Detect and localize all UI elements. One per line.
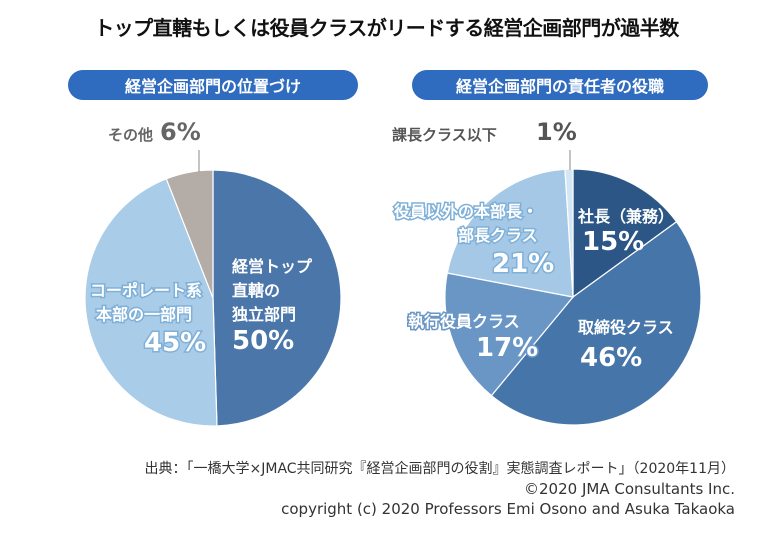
- slice-value: 1%: [536, 118, 577, 146]
- pie-slice: [446, 168, 574, 298]
- slice-value: 21%: [492, 249, 554, 279]
- slice-label: 社長（兼務）: [577, 207, 674, 226]
- slice-label: 役員以外の本部長・: [394, 202, 538, 221]
- pie-slice: [84, 178, 218, 427]
- pie-slice: [212, 169, 342, 427]
- slice-label: その他: [108, 126, 153, 144]
- slice-label: 直轄の: [232, 281, 280, 300]
- slice-label: 取締役クラス: [578, 318, 674, 337]
- copyright-professors: copyright (c) 2020 Professors Emi Osono …: [281, 500, 735, 518]
- pie-slice: [444, 272, 575, 397]
- pie-slice: [572, 168, 678, 299]
- pie-slice: [165, 169, 214, 299]
- copyright-jmac: ©2020 JMA Consultants Inc.: [524, 480, 735, 498]
- slice-value: 50%: [232, 326, 294, 356]
- slice-label: 独立部門: [232, 305, 296, 324]
- right-chart-title: 経営企画部門の責任者の役職: [412, 70, 708, 100]
- slice-value: 17%: [476, 333, 538, 363]
- slice-label: コーポレート系: [90, 281, 202, 300]
- pie-slice: [490, 220, 702, 426]
- slice-value: 6%: [160, 118, 201, 146]
- slice-label: 執行役員クラス: [408, 312, 520, 331]
- slice-label: 本部の一部門: [96, 305, 192, 324]
- left-chart-title: 経営企画部門の位置づけ: [68, 70, 358, 100]
- pie-slice: [564, 168, 574, 298]
- slice-value: 45%: [144, 328, 206, 358]
- slice-value: 46%: [580, 343, 642, 373]
- slice-value: 15%: [582, 227, 644, 257]
- slice-label: 課長クラス以下: [392, 126, 497, 144]
- main-title: トップ直轄もしくは役員クラスがリードする経営企画部門が過半数: [94, 16, 679, 40]
- source-note: 出典：「一橋大学×JMAC共同研究『経営企画部門の役割』実態調査レポート」（20…: [144, 461, 736, 477]
- slice-label: 経営トップ: [232, 257, 313, 276]
- slice-label: 部長クラス: [458, 226, 538, 245]
